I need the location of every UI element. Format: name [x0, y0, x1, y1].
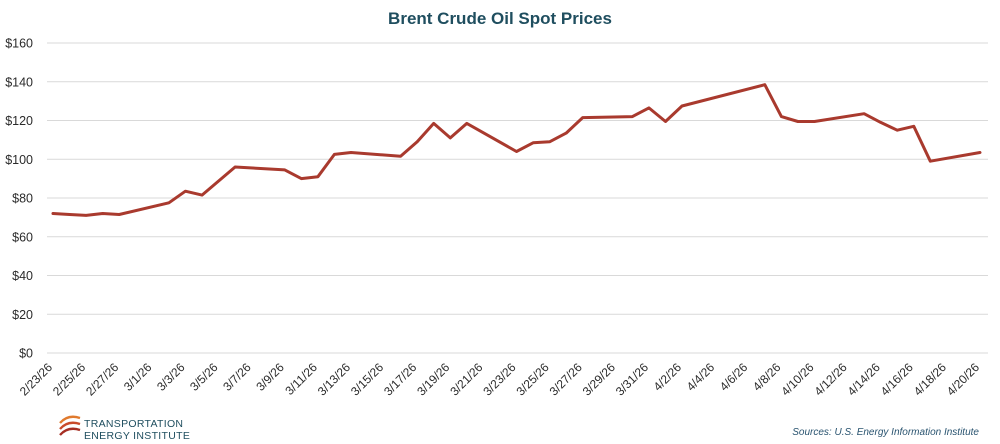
data-point-11	[316, 175, 320, 178]
x-tick-label-20: 4/4/26	[684, 360, 718, 394]
data-point-37	[978, 151, 982, 154]
data-point-12	[333, 153, 336, 156]
data-point-25	[647, 106, 651, 110]
data-point-15	[416, 140, 419, 143]
data-point-17	[449, 136, 452, 140]
data-point-35	[912, 125, 915, 128]
data-point-5	[167, 201, 171, 204]
x-tick-label-25: 4/14/26	[845, 360, 883, 398]
x-tick-label-16: 3/27/26	[547, 360, 585, 398]
x-tick-label-15: 3/25/26	[514, 360, 552, 398]
chart-title: Brent Crude Oil Spot Prices	[388, 9, 612, 28]
data-point-1	[68, 213, 71, 216]
data-point-36	[929, 160, 932, 163]
y-tick-label-20: $20	[12, 308, 33, 322]
data-point-24	[631, 115, 634, 118]
data-point-34	[896, 129, 899, 132]
data-point-21	[548, 140, 551, 143]
data-point-23	[581, 116, 584, 119]
data-point-27	[680, 104, 684, 108]
source-note: Sources: U.S. Energy Information Institu…	[792, 427, 979, 438]
data-point-26	[664, 120, 667, 123]
x-tick-label-1: 2/25/26	[50, 360, 88, 398]
series-layer	[51, 83, 982, 217]
data-point-29	[780, 115, 783, 118]
x-tick-label-6: 3/7/26	[220, 360, 254, 394]
y-tick-label-60: $60	[12, 230, 33, 244]
y-axis-ticks: $0 $20 $40 $60 $80 $100 $120 $140 $160	[5, 37, 33, 361]
y-tick-label-140: $140	[5, 75, 33, 89]
y-tick-label-40: $40	[12, 269, 33, 283]
x-tick-label-3: 3/1/26	[121, 360, 155, 394]
x-tick-label-5: 3/5/26	[187, 360, 221, 394]
x-tick-label-2: 2/27/26	[83, 360, 121, 398]
gridlines	[47, 42, 988, 354]
data-point-22	[565, 131, 568, 135]
data-point-2	[84, 214, 88, 217]
data-point-10	[300, 177, 303, 180]
data-point-16	[432, 122, 435, 125]
data-point-18	[465, 122, 468, 125]
logo-line-2: ENERGY INSTITUTE	[84, 430, 190, 442]
y-tick-label-100: $100	[5, 153, 33, 167]
data-point-20	[531, 141, 535, 144]
data-point-19	[515, 150, 518, 153]
x-tick-label-24: 4/12/26	[811, 360, 849, 398]
y-tick-label-80: $80	[12, 192, 33, 206]
x-tick-label-26: 4/16/26	[878, 360, 916, 398]
series-line-0	[51, 83, 982, 217]
y-tick-label-120: $120	[5, 114, 33, 128]
data-point-9	[283, 168, 286, 172]
logo-line-1: TRANSPORTATION	[84, 418, 183, 430]
data-point-3	[101, 212, 104, 215]
x-tick-label-18: 3/31/26	[613, 360, 651, 398]
x-tick-label-9: 3/13/26	[315, 360, 353, 398]
data-point-28	[763, 83, 766, 86]
x-axis-ticks: 2/23/262/25/262/27/26 3/1/26 3/3/26 3/5/26 3…	[17, 360, 982, 398]
data-point-4	[118, 213, 121, 216]
y-tick-label-160: $160	[5, 37, 33, 51]
y-tick-label-0: $0	[19, 347, 33, 361]
data-point-14	[399, 155, 402, 158]
tei-logo: TRANSPORTATION ENERGY INSTITUTE	[59, 415, 190, 442]
data-point-7	[200, 193, 204, 197]
data-point-33	[879, 121, 882, 124]
x-tick-label-19: 4/2/26	[651, 360, 685, 394]
data-point-32	[862, 112, 866, 115]
x-tick-label-0: 2/23/26	[17, 360, 55, 398]
tei-logo-mark	[59, 415, 81, 436]
data-point-8	[233, 165, 237, 169]
data-point-31	[813, 120, 816, 123]
data-point-13	[349, 151, 353, 154]
x-tick-label-23: 4/10/26	[778, 360, 816, 398]
x-tick-label-14: 3/23/26	[480, 360, 518, 398]
x-tick-label-28: 4/20/26	[944, 360, 982, 398]
x-tick-label-11: 3/17/26	[381, 360, 419, 398]
x-tick-label-21: 4/6/26	[717, 360, 751, 394]
data-point-6	[184, 190, 187, 193]
data-point-0	[51, 212, 55, 215]
data-point-30	[796, 120, 800, 123]
x-tick-label-10: 3/15/26	[348, 360, 386, 398]
x-tick-label-17: 3/29/26	[580, 360, 618, 398]
x-tick-label-13: 3/21/26	[447, 360, 485, 398]
x-tick-label-12: 3/19/26	[414, 360, 452, 398]
x-tick-label-8: 3/11/26	[282, 360, 320, 398]
x-tick-label-27: 4/18/26	[911, 360, 949, 398]
x-tick-label-4: 3/3/26	[154, 360, 188, 394]
